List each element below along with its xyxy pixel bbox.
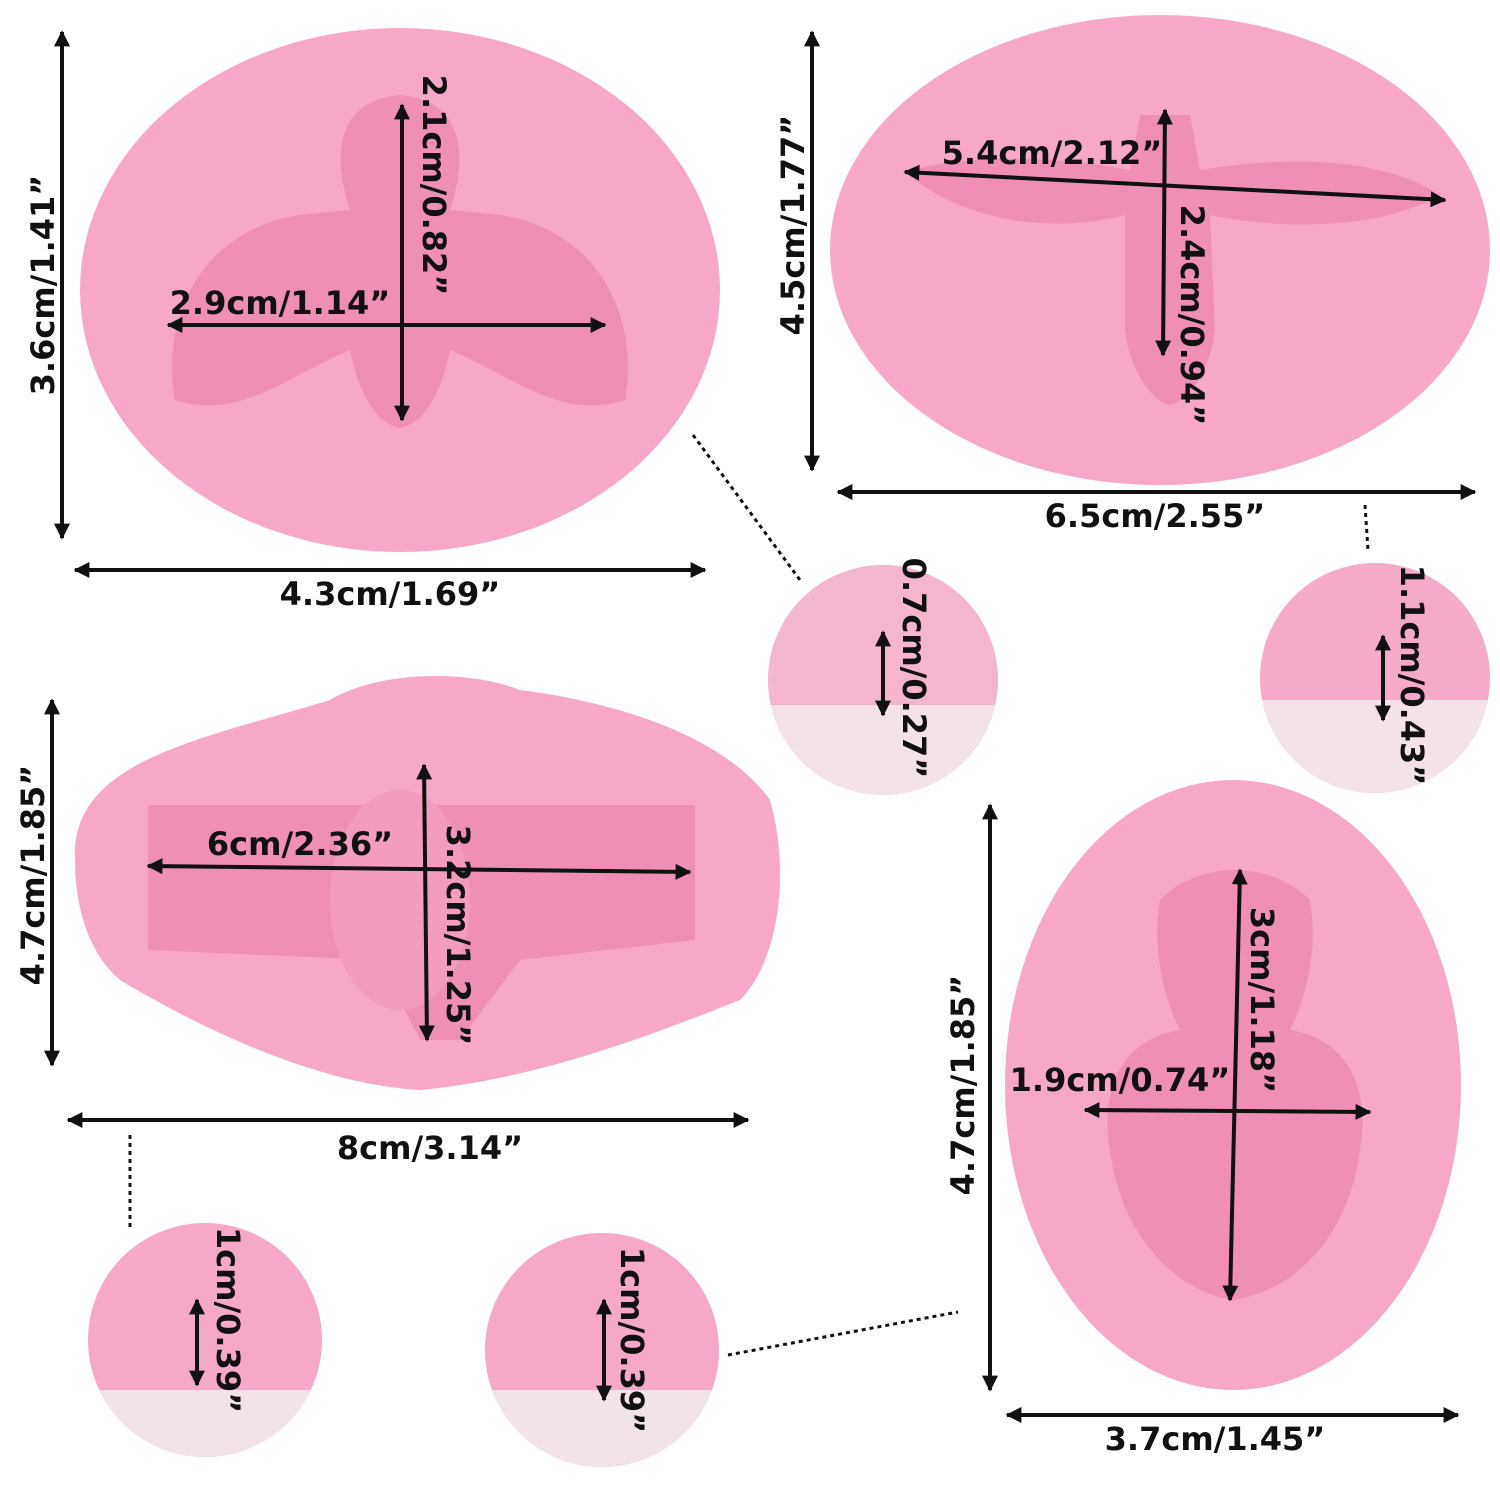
connector (727, 1310, 959, 1357)
dimension-arrow (1155, 108, 1173, 357)
width-label: 3.7cm/1.45” (1105, 1420, 1326, 1458)
depth-detail (88, 1223, 322, 1457)
dimension-arrow (1222, 868, 1248, 1302)
depth-label: 1cm/0.39” (209, 1227, 247, 1413)
inner-height-label: 3cm/1.18” (1243, 907, 1281, 1093)
inner-width-label: 6cm/2.36” (207, 825, 393, 863)
inner-width-label: 2.9cm/1.14” (170, 284, 391, 322)
depth-label: 1cm/0.39” (613, 1247, 651, 1433)
inner-width-label: 1.9cm/0.74” (1010, 1061, 1231, 1099)
height-label: 3.6cm/1.41” (24, 175, 62, 396)
connector (691, 434, 802, 581)
connector (1363, 504, 1370, 551)
inner-width-label: 5.4cm/2.12” (942, 134, 1163, 172)
depth-label: 0.7cm/0.27” (895, 558, 933, 779)
height-label: 4.7cm/1.85” (14, 765, 52, 986)
inner-height-label: 2.1cm/0.82” (415, 75, 453, 296)
dimension-arrow (1083, 1102, 1372, 1120)
width-label: 6.5cm/2.55” (1045, 497, 1266, 535)
dimension-arrow (416, 763, 435, 1042)
depth-detail (485, 1233, 719, 1467)
mold-bee-2 (830, 15, 1490, 485)
width-label: 8cm/3.14” (337, 1129, 523, 1167)
height-label: 4.7cm/1.85” (944, 975, 982, 1196)
depth-detail (1260, 563, 1490, 793)
inner-height-label: 2.4cm/0.94” (1173, 205, 1211, 426)
depth-label: 1.1cm/0.43” (1393, 565, 1431, 786)
inner-height-label: 3.2cm/1.25” (439, 825, 477, 1046)
width-label: 4.3cm/1.69” (280, 575, 501, 613)
dimension-arrow (903, 164, 1447, 208)
height-label: 4.5cm/1.77” (774, 115, 812, 336)
